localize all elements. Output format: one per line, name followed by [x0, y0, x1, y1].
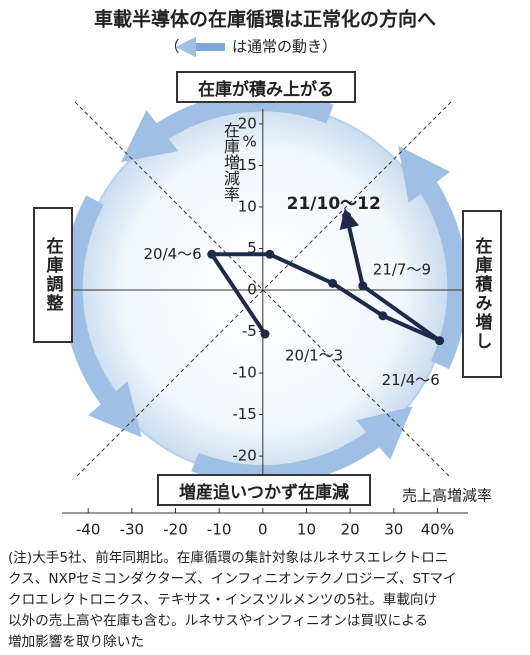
point-label: 21/7～9 — [373, 260, 431, 278]
x-tick-label: 0 — [258, 521, 268, 539]
note: (注)大手5社、前年同期比。在庫循環の集計対象はルネサスエレクトロニ クス、NXP… — [8, 548, 524, 653]
y-tick-label: 10 — [238, 197, 257, 215]
note-line: 増加影響を取り除いた — [8, 634, 144, 650]
point — [435, 336, 445, 346]
y-tick-label: 15 — [238, 156, 257, 174]
point — [207, 249, 217, 259]
point-label: 21/10～12 — [287, 194, 381, 214]
point-label: 20/4～6 — [144, 245, 202, 263]
note-line: クロエレクトロニクス、テキサス・インスツルメンツの5社。車載向け — [8, 592, 438, 608]
y-tick-label: -20 — [232, 447, 257, 465]
x-tick-label: 10 — [297, 521, 316, 539]
subtitle-open: （ — [164, 38, 179, 56]
y-tick-label: 0 — [247, 281, 257, 299]
point — [328, 278, 338, 288]
x-axis-label: 売上高増減率 — [402, 487, 492, 505]
point-label: 20/1～3 — [285, 347, 343, 365]
x-tick-label: -40 — [76, 521, 101, 539]
series-line — [209, 208, 442, 343]
cycle-arrows — [62, 91, 468, 486]
x-tick-label: 20 — [341, 521, 360, 539]
x-tick-label: 30 — [384, 521, 403, 539]
note-line: (注)大手5社、前年同期比。在庫循環の集計対象はルネサスエレクトロニ — [8, 550, 449, 566]
note-line: クス、NXPセミコンダクターズ、インフィニオンテクノロジーズ、STマイ — [8, 571, 457, 587]
y-tick-label: -10 — [232, 364, 257, 382]
point — [378, 311, 388, 321]
quadrant-left: 在庫調整 — [33, 207, 73, 343]
x-tick-label: -10 — [207, 521, 232, 539]
x-tick-label: -30 — [120, 521, 145, 539]
quadrant-top: 在庫が積み上がる — [176, 71, 356, 103]
y-tick-label: 5 — [247, 239, 257, 257]
point — [260, 329, 270, 339]
point-label: 21/4～6 — [382, 371, 440, 389]
y-tick-label: 20 — [238, 114, 257, 132]
title: 車載半導体の在庫循環は正常化の方向へ — [94, 8, 436, 31]
y-unit: % — [243, 132, 257, 150]
subtitle: は通常の動き） — [232, 38, 337, 56]
note-line: 以外の売上高や在庫も含む。ルネサスやインフィニオンは買収による — [8, 613, 429, 629]
point — [358, 281, 368, 291]
point — [265, 249, 275, 259]
point — [342, 211, 352, 221]
quadrant-bottom: 増産追いつかず在庫減 — [157, 474, 371, 506]
quadrant-right: 在庫積み増し — [462, 210, 502, 378]
x-tick-label: 40% — [421, 521, 454, 539]
diagonals — [74, 101, 452, 479]
y-tick-label: -5 — [242, 322, 257, 340]
y-axis-label: 在庫増減率 — [221, 122, 240, 202]
x-tick-label: -20 — [163, 521, 188, 539]
y-tick-label: -15 — [232, 405, 257, 423]
